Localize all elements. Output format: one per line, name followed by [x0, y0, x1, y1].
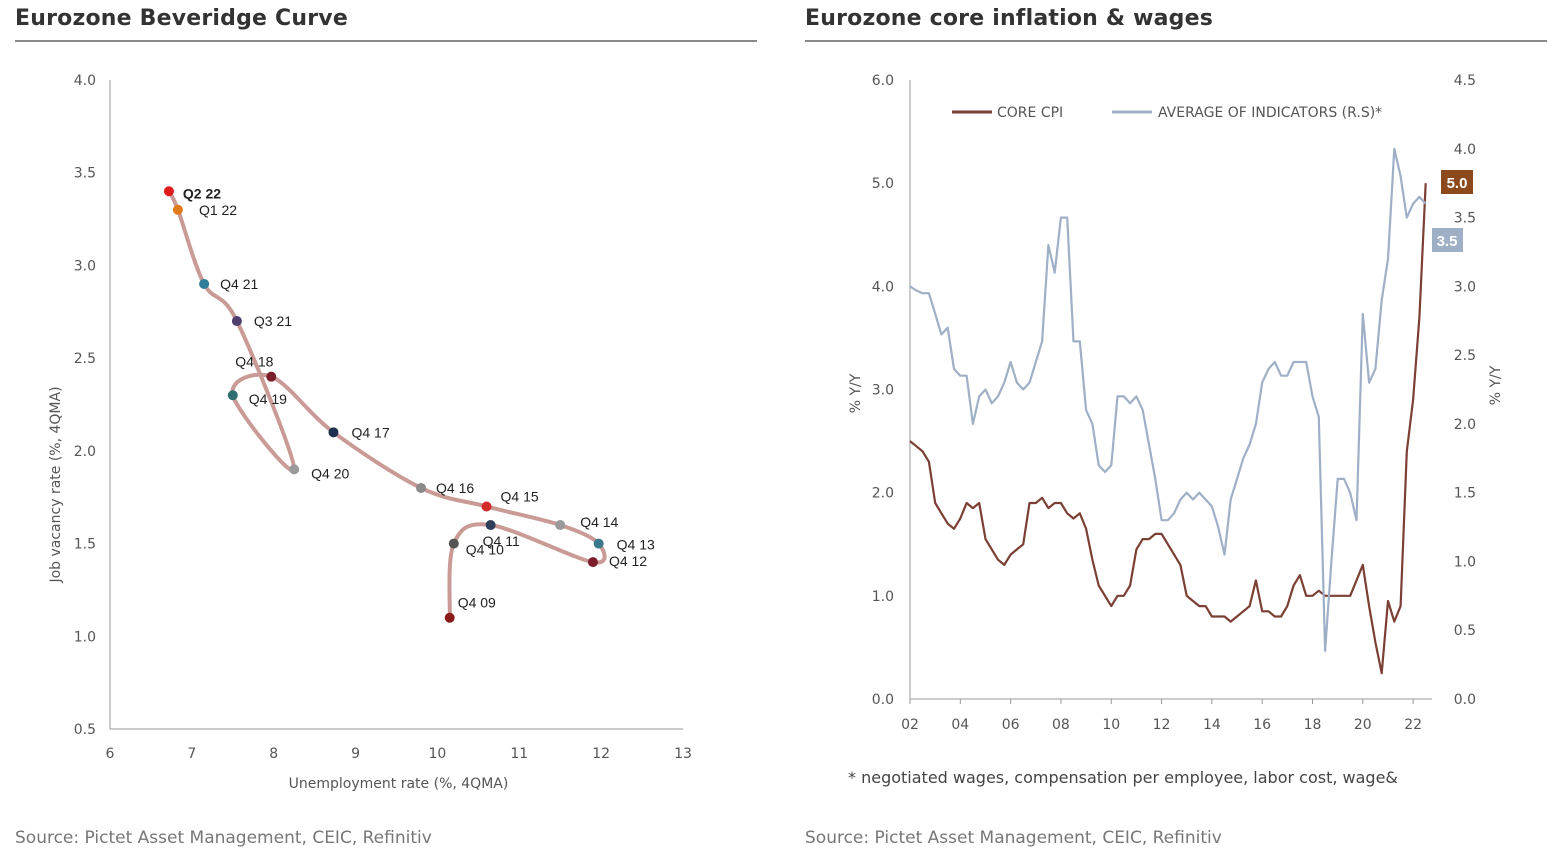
- x-tick-label: 18: [1304, 717, 1322, 733]
- x-tick-label: 14: [1203, 717, 1221, 733]
- chart-footnote: * negotiated wages, compensation per emp…: [848, 768, 1398, 787]
- core-cpi-line: [909, 183, 1427, 675]
- data-point: [416, 482, 427, 493]
- data-point: [231, 316, 242, 327]
- x-axis-title: Unemployment rate (%, 4QMA): [289, 776, 509, 792]
- left-y-axis-title: % Y/Y: [848, 373, 864, 413]
- right-y-axis-title: % Y/Y: [1488, 365, 1504, 405]
- x-tick-label: 10: [429, 746, 447, 762]
- right-y-tick-label: 3.0: [1454, 279, 1476, 295]
- right-y-tick-label: 0.5: [1454, 623, 1476, 639]
- indicators-line: [909, 147, 1427, 652]
- x-tick-label: 06: [1002, 717, 1020, 733]
- right-y-tick-label: 1.0: [1454, 554, 1476, 570]
- x-tick-label: 8: [269, 746, 278, 762]
- x-tick-label: 7: [187, 746, 196, 762]
- left-y-tick-label: 5.0: [872, 176, 894, 192]
- indicators-value-badge: [1432, 228, 1463, 252]
- data-point-label: Q4 16: [436, 480, 474, 496]
- data-point-label: Q4 20: [311, 465, 349, 481]
- data-point: [266, 371, 277, 382]
- x-tick-label: 13: [674, 746, 692, 762]
- left-y-tick-label: 3.0: [872, 383, 894, 399]
- y-tick-label: 2.0: [74, 444, 96, 460]
- right-title-rule: [805, 40, 1547, 42]
- data-point-label: Q4 19: [249, 391, 287, 407]
- x-tick-label: 12: [592, 746, 610, 762]
- data-point-label: Q4 21: [220, 276, 258, 292]
- data-point: [593, 538, 604, 549]
- data-point-label: Q4 18: [235, 354, 273, 370]
- data-point-label: Q3 21: [254, 313, 292, 329]
- legend-label-indicators: AVERAGE OF INDICATORS (R.S)*: [1158, 105, 1382, 121]
- right-y-tick-label: 4.5: [1454, 73, 1476, 89]
- data-point-label: Q4 12: [609, 553, 647, 569]
- data-point: [448, 538, 459, 549]
- left-title-rule: [15, 40, 757, 42]
- legend-label-core-cpi: CORE CPI: [997, 105, 1063, 121]
- core-cpi-value-label: 5.0: [1447, 175, 1468, 192]
- data-point: [587, 557, 598, 568]
- data-point: [227, 390, 238, 401]
- x-tick-label: 04: [951, 717, 969, 733]
- data-point-label: Q2 22: [183, 185, 221, 201]
- y-tick-label: 0.5: [74, 722, 96, 738]
- right-y-tick-label: 1.5: [1454, 486, 1476, 502]
- data-point: [289, 464, 300, 475]
- right-y-tick-label: 3.5: [1454, 211, 1476, 227]
- data-point-label: Q4 14: [580, 514, 618, 530]
- right-source: Source: Pictet Asset Management, CEIC, R…: [805, 828, 1222, 848]
- x-tick-label: 6: [106, 746, 115, 762]
- y-tick-label: 1.5: [74, 537, 96, 553]
- data-point-label: Q4 13: [617, 537, 655, 553]
- y-tick-label: 1.0: [74, 629, 96, 645]
- right-y-tick-label: 2.5: [1454, 348, 1476, 364]
- left-y-tick-label: 1.0: [872, 589, 894, 605]
- x-tick-label: 20: [1354, 717, 1372, 733]
- beveridge-curve-chart: 6 7 8 9 10 11 12 13 0.5 1.0 1.5 2.0 2.5 3.0 3.5 4.0 Unem…: [48, 73, 692, 792]
- x-tick-label: 11: [510, 746, 528, 762]
- x-tick-label: 22: [1404, 717, 1422, 733]
- right-chart-title: Eurozone core inflation & wages: [805, 6, 1214, 31]
- inflation-wages-chart: 0.0 1.0 2.0 3.0 4.0 5.0 6.0 0.0 0.5 1.0 1.5 2.0 2.5 3…: [848, 73, 1504, 787]
- data-point: [444, 612, 455, 623]
- left-y-tick-label: 0.0: [872, 692, 894, 708]
- data-point-label: Q4 15: [501, 488, 539, 504]
- data-point: [172, 204, 183, 215]
- y-tick-label: 3.0: [74, 258, 96, 274]
- left-y-tick-label: 6.0: [872, 73, 894, 89]
- left-y-tick-label: 4.0: [872, 279, 894, 295]
- y-tick-label: 2.5: [74, 351, 96, 367]
- data-point: [481, 501, 492, 512]
- x-tick-label: 16: [1253, 717, 1271, 733]
- data-point-label: Q4 09: [458, 595, 496, 611]
- left-source: Source: Pictet Asset Management, CEIC, R…: [15, 828, 432, 848]
- core-cpi-value-badge: [1441, 170, 1473, 194]
- x-tick-label: 12: [1153, 717, 1171, 733]
- beveridge-curve-line: [166, 189, 607, 620]
- x-tick-label: 02: [901, 717, 919, 733]
- right-y-tick-label: 2.0: [1454, 417, 1476, 433]
- data-point: [199, 278, 210, 289]
- data-point-label: Q4 17: [351, 424, 389, 440]
- indicators-value-label: 3.5: [1437, 233, 1458, 250]
- data-point-label: Q4 11: [483, 533, 520, 549]
- right-y-tick-label: 0.0: [1454, 692, 1476, 708]
- data-point-label: Q4 10: [466, 542, 504, 558]
- right-y-tick-label: 4.0: [1454, 142, 1476, 158]
- data-point: [328, 427, 339, 438]
- data-point: [163, 186, 174, 197]
- x-tick-label: 10: [1102, 717, 1120, 733]
- y-tick-label: 4.0: [74, 73, 96, 89]
- y-axis-title: Job vacancy rate (%, 4QMA): [48, 386, 64, 583]
- data-point: [555, 520, 566, 531]
- left-chart-title: Eurozone Beveridge Curve: [15, 6, 348, 31]
- y-tick-label: 3.5: [74, 166, 96, 182]
- left-y-tick-label: 2.0: [872, 486, 894, 502]
- x-tick-label: 08: [1052, 717, 1070, 733]
- data-point: [485, 520, 496, 531]
- data-point-label: Q1 22: [199, 202, 237, 218]
- x-tick-label: 9: [351, 746, 360, 762]
